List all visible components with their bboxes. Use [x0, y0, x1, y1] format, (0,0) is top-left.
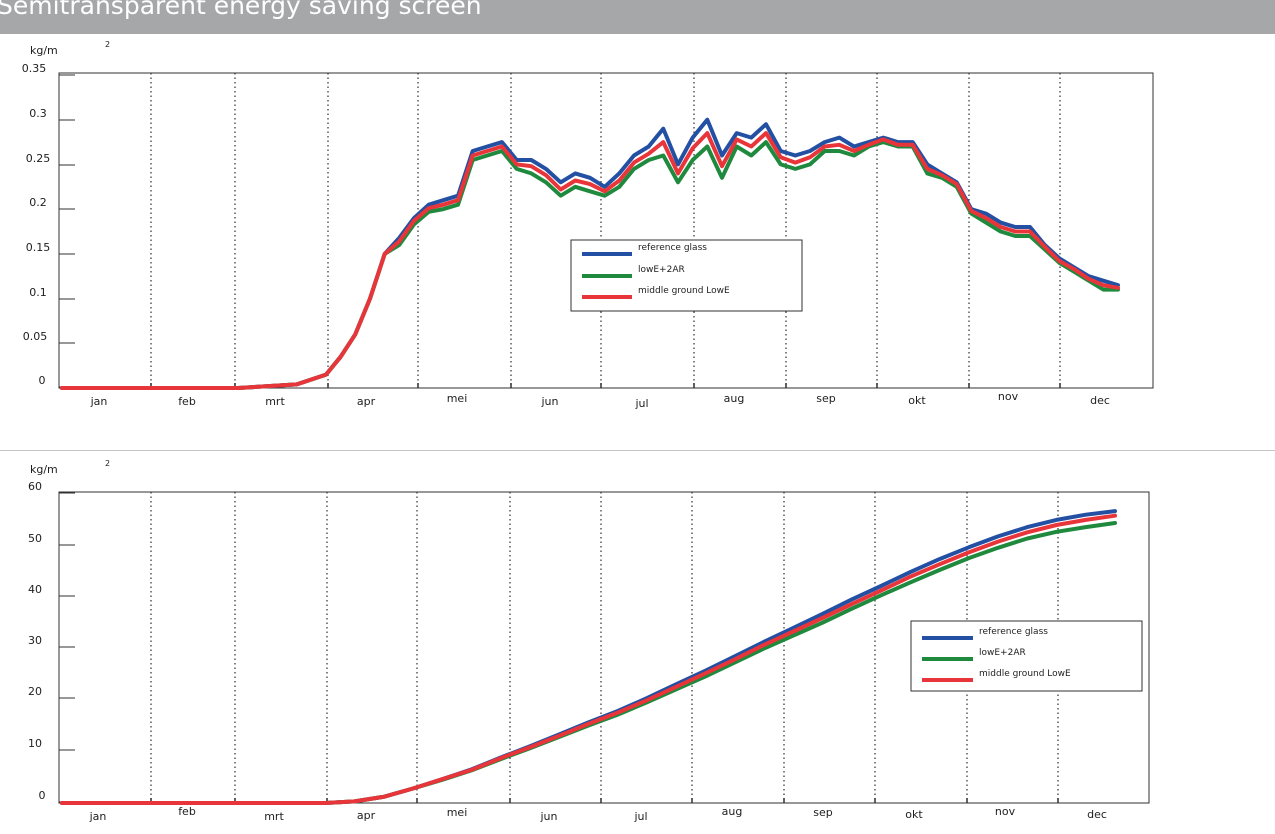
x-tick-label-aug: aug — [722, 805, 743, 818]
legend-label-reference-glass: reference glass — [638, 243, 707, 253]
legend-label-reference-glass: reference glass — [979, 627, 1048, 637]
x-tick-label-sep: sep — [813, 806, 832, 819]
y-tick-label: 0.35 — [22, 62, 47, 75]
y-tick-label: 40 — [28, 583, 42, 596]
legend-label-middle-ground-lowe: middle ground LowE — [979, 669, 1071, 679]
y-axis-label-superscript: 2 — [105, 40, 110, 49]
y-tick-label: 0.3 — [29, 107, 47, 120]
y-tick-label: 0.25 — [26, 152, 51, 165]
y-tick-label: 0.05 — [23, 330, 48, 343]
y-axis-label: kg/m — [30, 463, 58, 476]
legend-label-middle-ground-lowe: middle ground LowE — [638, 286, 730, 296]
y-tick-label: 20 — [28, 685, 42, 698]
x-tick-label-apr: apr — [357, 395, 376, 408]
y-tick-label: 0 — [39, 789, 46, 802]
y-axis-label: kg/m — [30, 44, 58, 57]
y-tick-label: 0.1 — [29, 286, 47, 299]
x-tick-label-okt: okt — [905, 808, 923, 821]
x-tick-label-mrt: mrt — [265, 395, 285, 408]
y-tick-label: 10 — [28, 737, 42, 750]
x-tick-label-feb: feb — [178, 395, 196, 408]
y-tick-label: 0 — [39, 374, 46, 387]
cumulative-moisture-chart: 0 10 20 30 40 50 60 kg/m 2 jan feb mrt apr mei jun jul a… — [28, 459, 1150, 823]
y-tick-label: 30 — [28, 634, 42, 647]
x-tick-label-jul: jul — [633, 810, 647, 823]
y-tick-label: 0.15 — [26, 241, 51, 254]
x-tick-label-jul: jul — [634, 397, 648, 410]
legend-label-lowe-2ar: lowE+2AR — [638, 265, 685, 275]
series-line-lowe-2ar — [60, 140, 1120, 390]
moisture-rate-chart: 0 0.05 0.1 0.15 0.2 0.25 0.3 0.35 kg/m 2 jan feb mrt… — [22, 40, 1154, 410]
x-tick-label-jun: jun — [540, 810, 558, 823]
title-bar: Semitransparent energy saving screen — [0, 0, 1275, 34]
page-title: Semitransparent energy saving screen — [0, 0, 482, 20]
x-tick-label-sep: sep — [816, 392, 835, 405]
x-tick-label-mei: mei — [447, 392, 468, 405]
plot-frame — [58, 72, 1154, 389]
x-tick-label-nov: nov — [998, 390, 1019, 403]
x-tick-label-nov: nov — [995, 805, 1016, 818]
x-tick-label-mei: mei — [447, 806, 468, 819]
series-line-middle-ground-lowe — [60, 513, 1117, 805]
x-tick-label-dec: dec — [1087, 808, 1107, 821]
x-tick-label-dec: dec — [1090, 394, 1110, 407]
series-line-middle-ground-lowe — [60, 131, 1120, 390]
x-tick-label-apr: apr — [357, 809, 376, 822]
chart-separator — [0, 450, 1275, 451]
x-tick-label-jan: jan — [90, 395, 108, 408]
series-line-reference-glass — [60, 117, 1120, 390]
x-tick-label-okt: okt — [908, 394, 926, 407]
y-tick-label: 60 — [28, 480, 42, 493]
x-tick-label-jun: jun — [541, 395, 559, 408]
legend-label-lowe-2ar: lowE+2AR — [979, 648, 1026, 658]
x-tick-label-jan: jan — [89, 810, 107, 823]
y-axis-label-superscript: 2 — [105, 459, 110, 468]
x-tick-label-feb: feb — [178, 805, 196, 818]
x-tick-label-mrt: mrt — [264, 810, 284, 823]
y-tick-label: 50 — [28, 532, 42, 545]
x-tick-label-aug: aug — [724, 392, 745, 405]
y-tick-label: 0.2 — [29, 196, 47, 209]
